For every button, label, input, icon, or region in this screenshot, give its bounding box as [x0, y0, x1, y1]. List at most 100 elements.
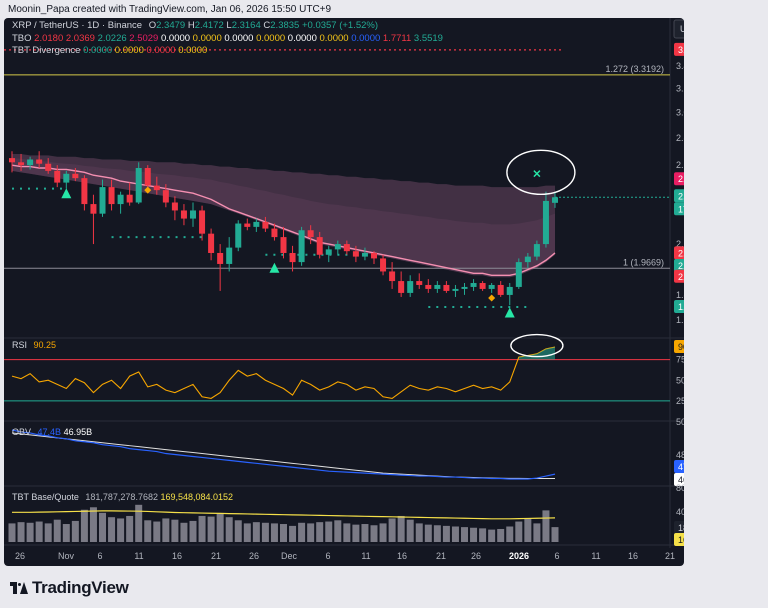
- time-tick: 6: [554, 551, 559, 561]
- obv-ma-line: [11, 432, 555, 480]
- volume-bar: [189, 520, 197, 542]
- time-tick: 26: [249, 551, 259, 561]
- candle: [515, 258, 522, 289]
- tbt-value-2: 169,548,084.0152: [160, 492, 234, 502]
- volume-bar: [17, 522, 25, 542]
- candle-body: [90, 204, 97, 214]
- candle-body: [542, 200, 549, 245]
- time-tick: 6: [325, 551, 330, 561]
- fib-level-label: 1.272 (3.3192): [605, 64, 664, 74]
- volume-bar: [216, 513, 224, 542]
- created-by-text: Moonin_Papa created with TradingView.com…: [8, 4, 332, 15]
- candle-body: [479, 283, 486, 289]
- tbo-value: 2.0180: [34, 33, 64, 44]
- tbo-label: TBO: [12, 33, 32, 44]
- price-tag-bg: [674, 246, 684, 260]
- time-tick: 16: [172, 551, 182, 561]
- candle: [443, 281, 450, 293]
- candle: [389, 262, 396, 289]
- volume-bar: [162, 518, 170, 542]
- time-tick: 6: [97, 551, 102, 561]
- candle-body: [452, 288, 459, 291]
- brand-name: TradingView: [32, 578, 129, 597]
- volume-bar: [198, 515, 206, 542]
- candle: [171, 196, 178, 221]
- candle-body: [144, 167, 151, 186]
- volume-bar: [270, 523, 278, 542]
- annotation-ellipse-price: [506, 149, 576, 196]
- tbo-value: 2.0226: [94, 33, 127, 44]
- candle: [380, 254, 387, 276]
- tv-logo-icon: [10, 582, 28, 594]
- candle: [371, 251, 377, 264]
- candle: [208, 228, 215, 261]
- volume-bar: [261, 522, 269, 542]
- obv-tag: 47.4B: [678, 462, 684, 472]
- volume-bar: [406, 519, 414, 542]
- volume-bar: [252, 522, 260, 542]
- candle-body: [27, 159, 34, 166]
- rsi-tick: 75.00: [676, 355, 684, 365]
- divergence-legend[interactable]: TBT Divergence 0.0000 0.0000 0.0000 0.00…: [12, 45, 443, 56]
- candle: [407, 275, 414, 297]
- chart-canvas[interactable]: USDT 3.4000 3.2000 3.0000 2.8000 2.6000 2.1000…: [4, 18, 684, 566]
- volume-bar: [379, 523, 387, 542]
- buy-signal-triangle: [269, 262, 280, 273]
- tbt-legend[interactable]: TBT Base/Quote 181,787,278.7682 169,548,…: [12, 492, 233, 502]
- obv-value-1: 47.4B: [37, 427, 62, 437]
- candle-body: [380, 258, 387, 272]
- candle: [316, 231, 323, 259]
- volume-bar: [44, 523, 52, 542]
- divergence-value: 0.0000: [175, 45, 208, 56]
- price-tick: 1.8300: [676, 290, 684, 300]
- candle-body: [497, 284, 504, 295]
- time-tick: 11: [361, 551, 370, 561]
- volume-bar: [415, 523, 423, 542]
- tbo-value: 2.0369: [63, 33, 95, 44]
- tbo-value: 0.0000: [158, 33, 191, 44]
- candle: [217, 244, 224, 291]
- candle: [398, 271, 405, 297]
- volume-bar: [451, 526, 459, 542]
- candle-body: [208, 233, 215, 253]
- obv-tick: 48B: [676, 450, 684, 460]
- candle-body: [18, 162, 25, 166]
- candle: [524, 252, 531, 268]
- divergence-value: 0.0000: [143, 45, 176, 56]
- candle: [461, 283, 468, 295]
- candle-body: [334, 244, 341, 250]
- volume-bar: [352, 524, 360, 542]
- obv-legend[interactable]: OBV 47.4B 46.95B: [12, 427, 92, 437]
- candle-body: [434, 284, 441, 289]
- candle-body: [199, 210, 206, 234]
- price-tick: 3.4000: [676, 61, 684, 71]
- price-tag-bg: [674, 269, 684, 283]
- candle: [72, 167, 79, 182]
- candle: [506, 283, 513, 306]
- tbo-value: 0.0000: [316, 33, 349, 44]
- candle-body: [126, 194, 133, 203]
- symbol-legend[interactable]: XRP / TetherUS · 1D · Binance O2.3479 H2…: [12, 20, 379, 31]
- time-tick: 21: [665, 551, 675, 561]
- candle: [36, 151, 43, 168]
- buy-signal-triangle: [504, 307, 515, 318]
- candle: [452, 284, 459, 297]
- candle: [144, 165, 151, 189]
- tbo-legend[interactable]: TBO 2.0180 2.0369 2.0226 2.5029 0.0000 0…: [12, 33, 443, 44]
- candle: [226, 237, 233, 272]
- candle-body: [262, 221, 269, 229]
- tbt-label: TBT Base/Quote: [12, 492, 79, 502]
- candle-body: [99, 187, 106, 214]
- candle-body: [552, 197, 558, 203]
- volume-bar: [524, 518, 532, 542]
- candle: [425, 279, 432, 293]
- candle: [343, 240, 350, 255]
- candle-body: [135, 167, 142, 203]
- volume-bar: [488, 529, 496, 542]
- candle: [199, 205, 206, 241]
- candle: [153, 176, 160, 195]
- candle-body: [180, 210, 187, 219]
- rsi-legend[interactable]: RSI 90.25: [12, 340, 56, 350]
- volume-bar: [289, 525, 297, 542]
